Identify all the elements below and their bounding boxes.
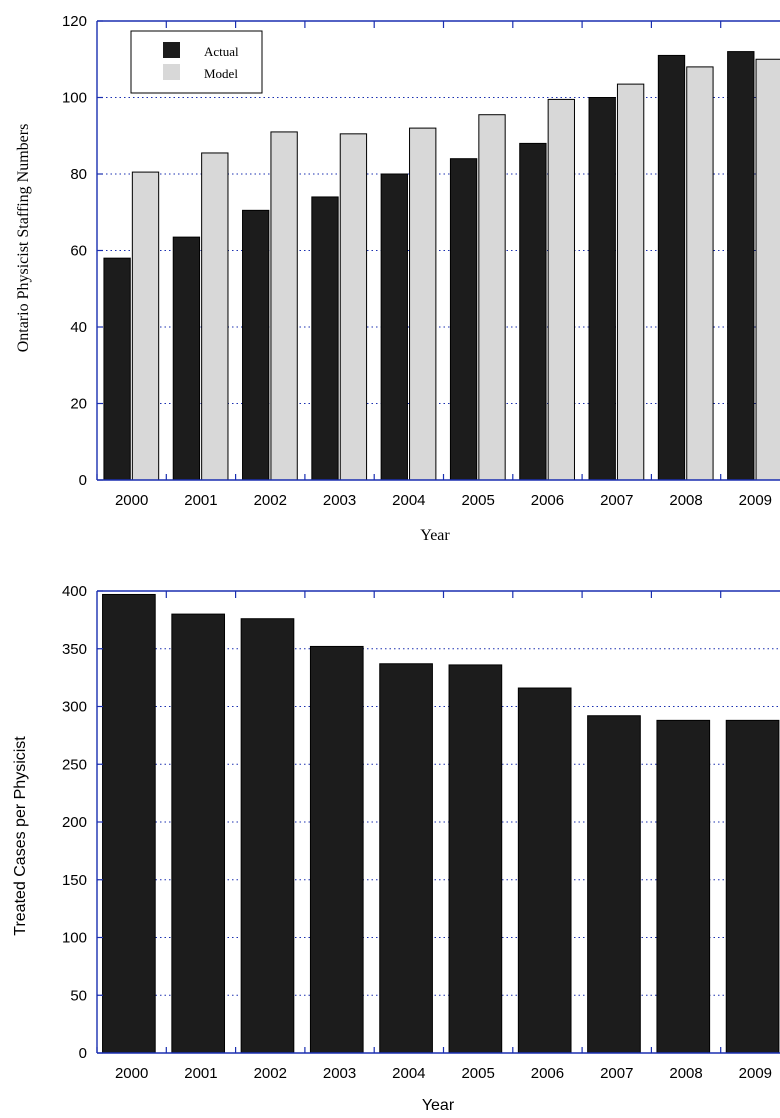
y-tick-labels: 0 50 100 150 200 250 300 350 400 xyxy=(62,583,87,1062)
legend-box xyxy=(130,30,263,94)
y-tick-label: 0 xyxy=(79,1045,87,1062)
y-tick-label: 200 xyxy=(62,814,87,831)
x-tick-label: 2001 xyxy=(184,1065,217,1082)
bar-model-2000 xyxy=(131,171,160,481)
bar-model-2004 xyxy=(409,127,437,481)
bar-2001 xyxy=(171,613,226,1054)
bar-actual-2000 xyxy=(103,257,131,481)
y-axis-title: Treated Cases per Physicist xyxy=(12,736,29,936)
bar-2002 xyxy=(240,618,295,1054)
legend: Actual Model xyxy=(130,30,263,94)
bar-2009 xyxy=(725,719,780,1054)
y-tick-label: 100 xyxy=(62,90,87,107)
x-tick-label: 2006 xyxy=(531,1065,564,1082)
y-tick-label: 0 xyxy=(79,472,87,489)
bar-actual-2002 xyxy=(242,209,270,481)
legend-swatch-actual xyxy=(163,42,180,58)
y-tick-label: 120 xyxy=(62,13,87,30)
x-tick-label: 2004 xyxy=(392,492,425,509)
bar-model-2007 xyxy=(616,83,645,481)
x-axis-title: Year xyxy=(422,1097,455,1114)
y-tick-label: 40 xyxy=(70,319,87,336)
bar-2005 xyxy=(448,664,503,1054)
bar-model-2009 xyxy=(755,58,780,481)
bar-model-2005 xyxy=(478,114,506,481)
bar-2004 xyxy=(379,663,433,1054)
x-tick-label: 2000 xyxy=(115,1065,148,1082)
bar-model-2001 xyxy=(201,152,229,481)
bar-model-2003 xyxy=(339,133,368,481)
bar-actual-2007 xyxy=(588,97,616,481)
x-tick-label: 2005 xyxy=(461,1065,494,1082)
bar-model-2002 xyxy=(270,131,298,481)
x-tick-label: 2002 xyxy=(254,492,287,509)
axes xyxy=(96,20,780,481)
x-tick-label: 2007 xyxy=(600,1065,633,1082)
x-tick-label: 2001 xyxy=(184,492,217,509)
bar-group xyxy=(102,593,780,1054)
legend-swatch-model xyxy=(163,64,180,80)
bar-actual-2005 xyxy=(449,158,478,481)
bar-actual-2004 xyxy=(380,173,408,481)
x-tick-label: 2007 xyxy=(600,492,633,509)
x-axis-title: Year xyxy=(420,527,450,544)
staffing-chart: 0 20 40 60 80 100 120 2000 2001 2002 2003 2004 2005… xyxy=(15,13,780,544)
bar-model-2008 xyxy=(686,66,714,481)
y-tick-label: 250 xyxy=(62,756,87,773)
x-tick-label: 2006 xyxy=(531,492,564,509)
bar-2008 xyxy=(656,719,711,1054)
x-tick-label: 2008 xyxy=(669,1065,702,1082)
bar-actual-2008 xyxy=(657,54,686,481)
bar-2007 xyxy=(587,715,641,1054)
bar-2003 xyxy=(309,645,364,1054)
x-tick-label: 2009 xyxy=(739,492,772,509)
bar-actual-2003 xyxy=(311,196,339,481)
bar-2000 xyxy=(102,593,156,1054)
y-tick-label: 60 xyxy=(70,243,87,260)
x-tick-label: 2003 xyxy=(323,1065,356,1082)
y-tick-label: 50 xyxy=(70,987,87,1004)
x-tick-label: 2005 xyxy=(461,492,494,509)
y-axis-title: Ontario Physicist Staffing Numbers xyxy=(15,124,32,353)
legend-label-model: Model xyxy=(204,66,238,81)
y-tick-label: 80 xyxy=(70,166,87,183)
x-tick-label: 2000 xyxy=(115,492,148,509)
x-tick-labels: 2000 2001 2002 2003 2004 2005 2006 2007 2008 2009 xyxy=(115,492,772,509)
bar-model-2006 xyxy=(547,98,575,481)
x-tick-label: 2008 xyxy=(669,492,702,509)
bar-actual-2009 xyxy=(727,51,755,481)
bar-actual-2006 xyxy=(519,142,547,481)
y-tick-label: 350 xyxy=(62,641,87,658)
y-tick-label: 150 xyxy=(62,872,87,889)
axes xyxy=(96,590,780,1054)
y-tick-labels: 0 20 40 60 80 100 120 xyxy=(62,13,87,489)
y-tick-label: 100 xyxy=(62,930,87,947)
legend-label-actual: Actual xyxy=(204,44,239,59)
x-tick-label: 2003 xyxy=(323,492,356,509)
bar-2006 xyxy=(517,687,572,1054)
bar-group xyxy=(103,51,780,481)
x-tick-label: 2002 xyxy=(254,1065,287,1082)
bar-actual-2001 xyxy=(172,236,201,481)
y-tick-label: 20 xyxy=(70,396,87,413)
y-tick-label: 300 xyxy=(62,699,87,716)
x-tick-label: 2009 xyxy=(739,1065,772,1082)
y-tick-label: 400 xyxy=(62,583,87,600)
x-tick-labels: 2000 2001 2002 2003 2004 2005 2006 2007 2008 2009 xyxy=(115,1065,772,1082)
x-tick-label: 2004 xyxy=(392,1065,425,1082)
